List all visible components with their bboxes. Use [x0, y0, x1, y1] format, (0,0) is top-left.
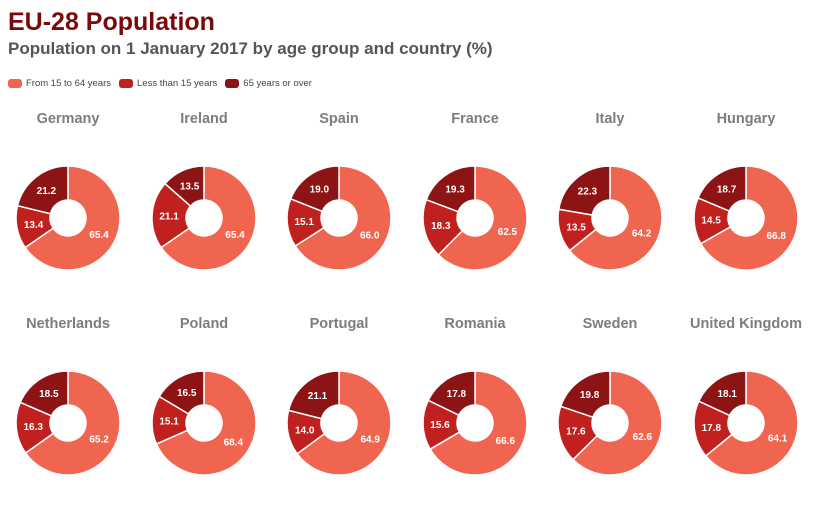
donut-slice-poland-65-years-or-over[interactable] — [158, 370, 205, 415]
value-label-italy-from-15-to-64-years: 64.2 — [632, 229, 652, 240]
donut-slice-portugal-from-15-to-64-years[interactable] — [296, 370, 392, 476]
donut-slice-netherlands-from-15-to-64-years[interactable] — [24, 370, 121, 476]
donut-slice-sweden-from-15-to-64-years[interactable] — [571, 370, 663, 476]
value-label-ireland-from-15-to-64-years: 65.4 — [225, 230, 245, 241]
value-label-portugal-from-15-to-64-years: 64.9 — [360, 434, 380, 445]
value-label-sweden-less-than-15-years: 17.6 — [566, 426, 586, 437]
country-label-united-kingdom: United Kingdom — [690, 316, 802, 332]
chart-title: EU-28 Population — [8, 8, 215, 36]
value-label-hungary-from-15-to-64-years: 66.8 — [766, 231, 786, 242]
country-label-portugal: Portugal — [310, 316, 369, 332]
donut-slice-hungary-from-15-to-64-years[interactable] — [699, 165, 799, 271]
donut-slice-germany-65-years-or-over[interactable] — [16, 165, 69, 215]
donut-slice-united-kingdom-65-years-or-over[interactable] — [697, 370, 747, 417]
value-label-spain-less-than-15-years: 15.1 — [294, 217, 314, 228]
donut-slice-france-65-years-or-over[interactable] — [425, 165, 476, 213]
value-label-spain-65-years-or-over: 19.0 — [310, 185, 330, 196]
value-label-poland-from-15-to-64-years: 68.4 — [224, 438, 244, 449]
value-label-poland-less-than-15-years: 15.1 — [159, 416, 179, 427]
country-label-spain: Spain — [319, 111, 358, 127]
value-label-france-from-15-to-64-years: 62.5 — [498, 227, 518, 238]
value-label-italy-less-than-15-years: 13.5 — [566, 222, 586, 233]
value-label-france-65-years-or-over: 19.3 — [445, 185, 465, 196]
legend-swatch-children — [119, 79, 134, 88]
country-label-netherlands: Netherlands — [26, 316, 110, 332]
value-label-portugal-65-years-or-over: 21.1 — [308, 391, 328, 402]
country-label-italy: Italy — [595, 111, 624, 127]
donut-slice-ireland-less-than-15-years[interactable] — [151, 182, 192, 249]
value-label-netherlands-from-15-to-64-years: 65.2 — [89, 435, 109, 446]
country-label-france: France — [451, 111, 499, 127]
donut-slice-portugal-65-years-or-over[interactable] — [287, 370, 340, 420]
donut-slice-romania-65-years-or-over[interactable] — [427, 370, 476, 417]
value-label-sweden-from-15-to-64-years: 62.6 — [633, 432, 653, 443]
value-label-united-kingdom-less-than-15-years: 17.8 — [702, 423, 722, 434]
value-label-sweden-65-years-or-over: 19.8 — [580, 390, 600, 401]
value-label-romania-from-15-to-64-years: 66.6 — [496, 436, 516, 447]
country-label-ireland: Ireland — [180, 111, 228, 127]
donut-slice-hungary-65-years-or-over[interactable] — [697, 165, 747, 213]
value-label-romania-65-years-or-over: 17.8 — [447, 389, 467, 400]
donut-slice-italy-65-years-or-over[interactable] — [557, 165, 611, 216]
value-label-poland-65-years-or-over: 16.5 — [177, 388, 197, 399]
value-label-portugal-less-than-15-years: 14.0 — [295, 425, 315, 436]
country-label-sweden: Sweden — [583, 316, 638, 332]
donut-slice-ireland-from-15-to-64-years[interactable] — [160, 165, 257, 271]
value-label-hungary-less-than-15-years: 14.5 — [701, 216, 721, 227]
donut-slice-sweden-65-years-or-over[interactable] — [559, 370, 611, 419]
legend-item-children[interactable]: Less than 15 years — [119, 78, 217, 89]
country-label-hungary: Hungary — [717, 111, 776, 127]
legend-swatch-elderly — [225, 79, 240, 88]
legend-swatch-working-age — [8, 79, 22, 88]
donut-slice-poland-from-15-to-64-years[interactable] — [155, 370, 257, 476]
value-label-germany-from-15-to-64-years: 65.4 — [89, 230, 109, 241]
value-label-ireland-65-years-or-over: 13.5 — [180, 182, 200, 193]
legend: From 15 to 64 years Less than 15 years 6… — [8, 78, 312, 89]
donut-slice-france-from-15-to-64-years[interactable] — [437, 165, 528, 271]
value-label-italy-65-years-or-over: 22.3 — [578, 187, 598, 198]
value-label-ireland-less-than-15-years: 21.1 — [159, 211, 179, 222]
country-label-poland: Poland — [180, 316, 228, 332]
value-label-hungary-65-years-or-over: 18.7 — [717, 184, 737, 195]
value-label-united-kingdom-65-years-or-over: 18.1 — [717, 389, 737, 400]
donut-slice-romania-from-15-to-64-years[interactable] — [429, 370, 528, 476]
legend-label-children: Less than 15 years — [137, 78, 218, 89]
legend-item-elderly[interactable]: 65 years or over — [225, 78, 312, 89]
chart-subtitle: Population on 1 January 2017 by age grou… — [8, 39, 493, 58]
value-label-romania-less-than-15-years: 15.6 — [430, 420, 450, 431]
value-label-netherlands-65-years-or-over: 18.5 — [39, 389, 59, 400]
legend-label-elderly: 65 years or over — [243, 78, 312, 89]
legend-item-working-age[interactable]: From 15 to 64 years — [8, 78, 111, 89]
value-label-germany-65-years-or-over: 21.2 — [37, 186, 57, 197]
value-label-spain-from-15-to-64-years: 66.0 — [360, 230, 380, 241]
donut-slice-italy-from-15-to-64-years[interactable] — [568, 165, 663, 271]
country-label-germany: Germany — [37, 111, 100, 127]
value-label-france-less-than-15-years: 18.3 — [431, 221, 451, 232]
country-label-romania: Romania — [444, 316, 506, 332]
donut-slice-united-kingdom-from-15-to-64-years[interactable] — [704, 370, 799, 476]
donut-slice-spain-from-15-to-64-years[interactable] — [294, 165, 392, 271]
donut-slice-spain-65-years-or-over[interactable] — [289, 165, 340, 213]
value-label-united-kingdom-from-15-to-64-years: 64.1 — [768, 434, 788, 445]
donut-slice-netherlands-65-years-or-over[interactable] — [19, 370, 69, 417]
donut-slice-germany-from-15-to-64-years[interactable] — [24, 165, 121, 271]
legend-label-working-age: From 15 to 64 years — [26, 78, 112, 89]
donut-slice-ireland-65-years-or-over[interactable] — [163, 165, 205, 208]
value-label-germany-less-than-15-years: 13.4 — [24, 220, 44, 231]
value-label-netherlands-less-than-15-years: 16.3 — [23, 422, 43, 433]
